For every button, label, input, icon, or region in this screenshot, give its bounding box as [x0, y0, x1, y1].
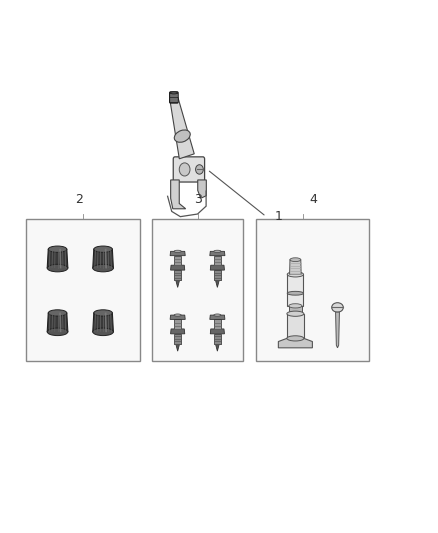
- Polygon shape: [174, 256, 181, 265]
- Ellipse shape: [174, 250, 181, 253]
- Polygon shape: [214, 270, 221, 280]
- Polygon shape: [287, 314, 304, 338]
- Ellipse shape: [174, 314, 181, 316]
- Polygon shape: [210, 329, 224, 334]
- Polygon shape: [93, 249, 113, 268]
- Ellipse shape: [174, 130, 190, 142]
- Polygon shape: [170, 98, 194, 159]
- Polygon shape: [176, 344, 180, 351]
- Polygon shape: [215, 344, 219, 351]
- Ellipse shape: [214, 250, 221, 253]
- Polygon shape: [47, 249, 68, 268]
- Text: 3: 3: [194, 193, 201, 206]
- Ellipse shape: [93, 264, 113, 272]
- Ellipse shape: [47, 264, 68, 272]
- Ellipse shape: [287, 272, 304, 277]
- Ellipse shape: [290, 258, 301, 262]
- Polygon shape: [210, 265, 224, 270]
- Ellipse shape: [332, 303, 343, 312]
- Polygon shape: [289, 306, 302, 314]
- Polygon shape: [336, 312, 339, 348]
- Ellipse shape: [179, 163, 190, 176]
- Polygon shape: [47, 313, 68, 332]
- Polygon shape: [171, 180, 186, 209]
- Polygon shape: [170, 315, 185, 319]
- Ellipse shape: [94, 310, 113, 316]
- Polygon shape: [210, 315, 225, 319]
- Polygon shape: [214, 334, 221, 344]
- Polygon shape: [174, 270, 181, 280]
- FancyBboxPatch shape: [26, 219, 140, 361]
- Polygon shape: [170, 252, 185, 256]
- Polygon shape: [198, 180, 206, 198]
- Polygon shape: [215, 280, 219, 287]
- FancyBboxPatch shape: [170, 92, 178, 103]
- Ellipse shape: [287, 311, 304, 316]
- Ellipse shape: [170, 92, 177, 94]
- Polygon shape: [290, 260, 301, 274]
- Polygon shape: [170, 329, 185, 334]
- FancyBboxPatch shape: [255, 219, 369, 361]
- Ellipse shape: [196, 165, 203, 174]
- Ellipse shape: [93, 328, 113, 336]
- Text: 2: 2: [75, 193, 83, 206]
- Polygon shape: [287, 274, 304, 306]
- Polygon shape: [174, 334, 181, 344]
- Text: 4: 4: [310, 193, 318, 206]
- Ellipse shape: [287, 292, 304, 295]
- Ellipse shape: [287, 336, 304, 341]
- Polygon shape: [214, 319, 221, 329]
- Ellipse shape: [48, 246, 67, 252]
- Polygon shape: [93, 313, 113, 332]
- Ellipse shape: [214, 314, 221, 316]
- Ellipse shape: [47, 328, 68, 336]
- Polygon shape: [176, 280, 180, 287]
- Ellipse shape: [94, 246, 113, 252]
- Text: 1: 1: [275, 210, 283, 223]
- Polygon shape: [210, 252, 225, 256]
- Polygon shape: [279, 338, 312, 348]
- Ellipse shape: [48, 310, 67, 316]
- Polygon shape: [174, 319, 181, 329]
- FancyBboxPatch shape: [173, 157, 205, 182]
- Polygon shape: [170, 265, 185, 270]
- FancyBboxPatch shape: [152, 219, 243, 361]
- Ellipse shape: [289, 304, 302, 308]
- Polygon shape: [214, 256, 221, 265]
